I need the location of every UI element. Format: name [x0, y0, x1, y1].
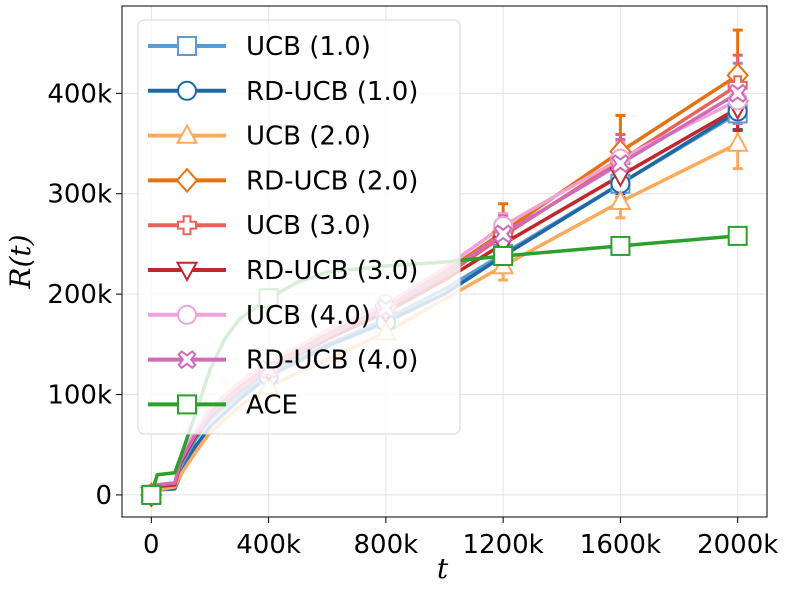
- x-axis-title: t: [437, 552, 449, 585]
- data-point: [609, 189, 632, 210]
- legend-marker: [175, 167, 199, 194]
- legend-marker: [177, 394, 197, 415]
- data-point: [610, 154, 630, 174]
- legend-item: RD-UCB (2.0): [148, 166, 418, 196]
- legend-marker: [177, 80, 197, 101]
- data-point: [727, 225, 748, 246]
- y-tick-label: 300k: [47, 180, 112, 210]
- x-tick-label: 400k: [236, 530, 301, 560]
- legend-marker: [175, 261, 199, 282]
- legend-item: RD-UCB (1.0): [148, 77, 418, 107]
- legend: UCB (1.0) RD-UCB (1.0) UCB (2.0) RD-UCB (2.…: [137, 19, 461, 435]
- y-tick-label: 200k: [47, 280, 112, 310]
- legend-item: RD-UCB (4.0): [148, 346, 418, 376]
- axes-frame: [121, 5, 768, 518]
- legend-item: ACE: [148, 390, 298, 420]
- x-tick-label: 1200k: [463, 530, 544, 560]
- x-tick-label: 1600k: [580, 530, 661, 560]
- x-tick-label: 2000k: [697, 530, 778, 560]
- legend-item: UCB (3.0): [148, 211, 371, 241]
- legend-box: [137, 19, 461, 435]
- data-point: [141, 484, 162, 505]
- data-point: [493, 245, 514, 266]
- y-tick-label: 100k: [47, 381, 112, 411]
- y-tick-label: 0: [95, 481, 112, 511]
- legend-label: UCB (2.0): [246, 122, 371, 152]
- data-point: [493, 224, 513, 244]
- legend-marker: [177, 215, 197, 236]
- legend-label: RD-UCB (3.0): [246, 256, 418, 286]
- ticks: 0 400k 800k 1200k 1600k 2000k 0 100k 200k 300k 400…: [47, 79, 778, 560]
- legend-item: UCB (2.0): [148, 122, 371, 152]
- legend-marker: [177, 36, 197, 56]
- legend-marker: [177, 304, 197, 325]
- legend-label: RD-UCB (1.0): [246, 77, 418, 107]
- data-point: [610, 235, 631, 256]
- legend-item: UCB (4.0): [148, 301, 371, 331]
- legend-marker: [177, 350, 197, 370]
- legend-item: UCB (1.0): [148, 32, 371, 62]
- legend-marker: [175, 123, 199, 144]
- legend-label: RD-UCB (4.0): [246, 346, 418, 376]
- legend-item: RD-UCB (3.0): [148, 256, 418, 286]
- x-tick-label: 800k: [354, 530, 419, 560]
- legend-label: RD-UCB (2.0): [246, 166, 418, 196]
- legend-label: UCB (4.0): [246, 301, 371, 331]
- legend-label: ACE: [246, 390, 298, 420]
- data-point: [726, 131, 749, 152]
- y-tick-label: 400k: [47, 79, 112, 109]
- data-point: [728, 83, 748, 103]
- x-tick-label: 0: [143, 530, 160, 560]
- y-axis-title: R(t): [4, 234, 37, 289]
- legend-label: UCB (1.0): [246, 32, 371, 62]
- legend-label: UCB (3.0): [246, 211, 371, 241]
